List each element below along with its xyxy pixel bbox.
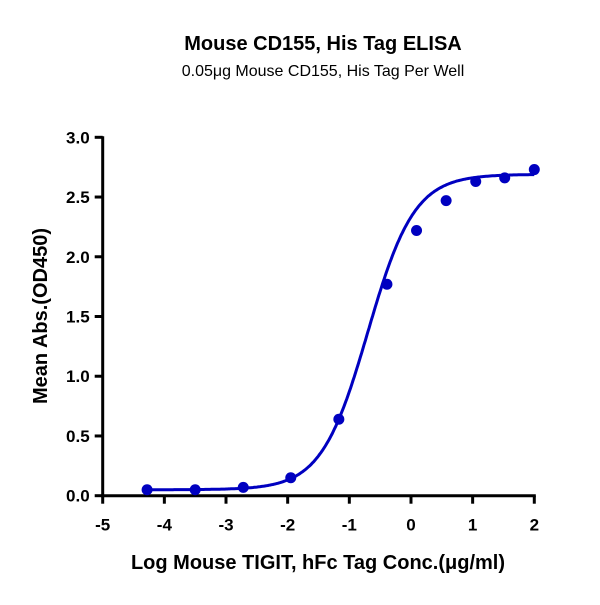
data-point [440, 195, 452, 207]
x-tick-label: -2 [280, 516, 295, 535]
y-tick-label: 1.0 [66, 367, 90, 386]
y-tick-label: 2.0 [66, 248, 90, 267]
x-tick-label: 0 [406, 516, 415, 535]
x-tick-label: -4 [157, 516, 173, 535]
data-point [528, 164, 540, 176]
x-tick-label: -3 [218, 516, 233, 535]
x-tick-label: 1 [468, 516, 477, 535]
data-point [333, 413, 345, 425]
data-point [499, 172, 511, 184]
x-tick-label: -5 [95, 516, 110, 535]
x-tick-label: 2 [530, 516, 539, 535]
y-tick-label: 1.5 [66, 308, 90, 327]
chart-title: Mouse CD155, His Tag ELISA [184, 33, 461, 55]
y-tick-label: 0.5 [66, 427, 90, 446]
x-tick-label: -1 [342, 516, 357, 535]
data-point [237, 481, 249, 493]
data-point [141, 484, 153, 496]
y-tick-label: 0.0 [66, 487, 90, 506]
y-tick-label: 2.5 [66, 188, 90, 207]
y-axis-title: Mean Abs.(OD450) [30, 228, 52, 404]
data-point [381, 278, 393, 290]
data-point [470, 176, 482, 188]
data-point [189, 484, 201, 496]
chart-subtitle: 0.05μg Mouse CD155, His Tag Per Well [182, 63, 465, 80]
data-points [141, 164, 540, 496]
x-axis-title: Log Mouse TIGIT, hFc Tag Conc.(μg/ml) [131, 552, 505, 574]
axes: -5 -4 -3 -2 -1 0 1 2 0.0 0.5 1.0 1.5 2.0 2.5 3.0 [66, 128, 539, 534]
data-point [411, 224, 423, 236]
y-tick-label: 3.0 [66, 128, 90, 147]
fit-curve [147, 173, 535, 492]
data-point [285, 472, 297, 484]
